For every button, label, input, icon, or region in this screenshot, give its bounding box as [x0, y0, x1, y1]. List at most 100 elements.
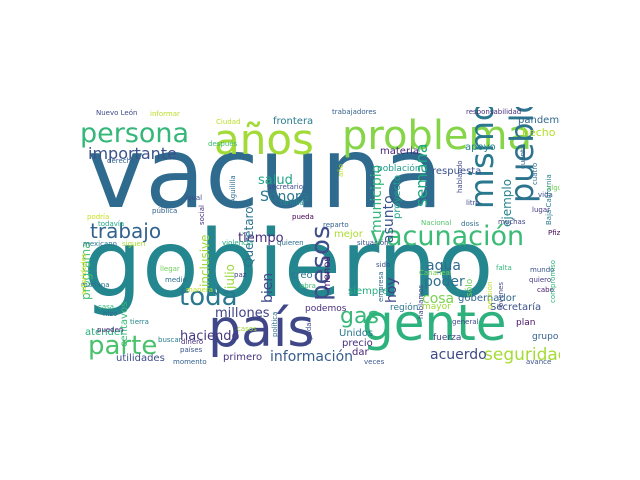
word: país [208, 299, 315, 359]
word: acuerdo [430, 347, 487, 363]
word: centavos [119, 301, 130, 347]
word: gobierno [83, 210, 494, 318]
word: importante [88, 144, 177, 163]
word: derecho [107, 157, 136, 165]
word: paz [234, 271, 247, 279]
word: pueden [97, 326, 124, 334]
word: parte [88, 331, 158, 361]
word: agua [426, 258, 461, 274]
word-cloud: gobierno vacuna país gente problema años… [80, 107, 560, 373]
word: obra [300, 282, 316, 290]
word: cuatro [531, 162, 539, 185]
word: países [180, 346, 203, 354]
word: momento [173, 358, 207, 366]
word: pública [152, 207, 178, 215]
word: siguen [122, 240, 146, 248]
word: información [270, 349, 354, 365]
word: buscar [158, 336, 182, 344]
word: falta [496, 264, 512, 272]
word: empresa [377, 271, 385, 302]
word: Baja California [545, 174, 553, 225]
word: mismo [463, 107, 501, 209]
word: política [271, 311, 279, 337]
word: secretario [268, 183, 303, 191]
word: situación [357, 239, 389, 247]
word: medio [165, 276, 187, 284]
word: todavía [98, 220, 125, 228]
word: cosa [422, 291, 455, 307]
word: siempre [348, 286, 389, 297]
word: mexicano [83, 240, 117, 248]
word: mundo [530, 266, 555, 274]
word: vacuna [87, 117, 444, 231]
word: Cananea [419, 269, 450, 277]
word: sido [376, 261, 391, 269]
word: Aguililla [229, 175, 237, 203]
word: tierra [130, 318, 149, 326]
word: jóvenes [497, 281, 505, 309]
word: Nacional [421, 219, 452, 227]
word: vida [538, 191, 553, 199]
word: gobernador [458, 293, 516, 304]
word: Nuevo León [96, 109, 138, 117]
word: pueda [292, 213, 314, 221]
word: respuesta [432, 166, 482, 177]
word: responsabilidad [466, 108, 522, 116]
word: litro [466, 199, 480, 207]
word: materia [380, 146, 419, 157]
word: año [337, 163, 345, 177]
word: frontera [273, 116, 314, 127]
word: salud [258, 173, 293, 188]
word: informar [150, 110, 180, 118]
word: poder [424, 274, 465, 290]
word: mejor [334, 229, 363, 240]
word: algún [547, 184, 560, 192]
word: haciendo [180, 329, 240, 344]
word: violencia [222, 239, 254, 247]
word: después [208, 140, 238, 148]
word: compromiso [549, 259, 557, 303]
word: atender [85, 327, 125, 338]
word: ayuda [305, 322, 313, 344]
word: veces [364, 358, 385, 366]
word: Secretaría [490, 302, 542, 313]
word: utilidades [116, 353, 165, 364]
word: años [214, 115, 314, 164]
word: apoyo [465, 142, 496, 153]
word: llegar [160, 265, 180, 273]
word: grupo [532, 332, 559, 342]
word: casa [98, 303, 115, 311]
word: municipio [369, 164, 385, 233]
word: región [390, 303, 419, 313]
word: Querétaro [242, 206, 256, 267]
word: dosis [461, 220, 479, 228]
word: trabajadores [332, 108, 377, 116]
word: plan [516, 318, 536, 328]
word: precio [342, 338, 373, 349]
word: trabajo [90, 219, 162, 243]
word: población [377, 164, 421, 174]
word: general [452, 318, 479, 326]
word: manera [186, 286, 214, 294]
word: creo [291, 270, 313, 281]
word: lugar [532, 206, 550, 214]
word: podría [87, 213, 110, 221]
word: toda [179, 282, 238, 312]
word: Unidos [339, 328, 374, 339]
word: tiempo [238, 231, 284, 246]
word: primero [223, 352, 263, 363]
word: dinero [181, 338, 204, 346]
word: sólo [465, 278, 475, 297]
word: igual [185, 194, 203, 202]
word: Ciudad [216, 118, 241, 126]
word: hecho [522, 126, 556, 139]
word: podemos [305, 304, 347, 314]
word: pensión [486, 281, 494, 310]
word: persona [80, 118, 190, 149]
word: gente [362, 294, 507, 352]
word: pandemia [518, 115, 560, 126]
word: cuenta [519, 144, 527, 169]
word: problema [342, 113, 533, 159]
word: dar [352, 347, 369, 358]
word: social [198, 205, 206, 225]
